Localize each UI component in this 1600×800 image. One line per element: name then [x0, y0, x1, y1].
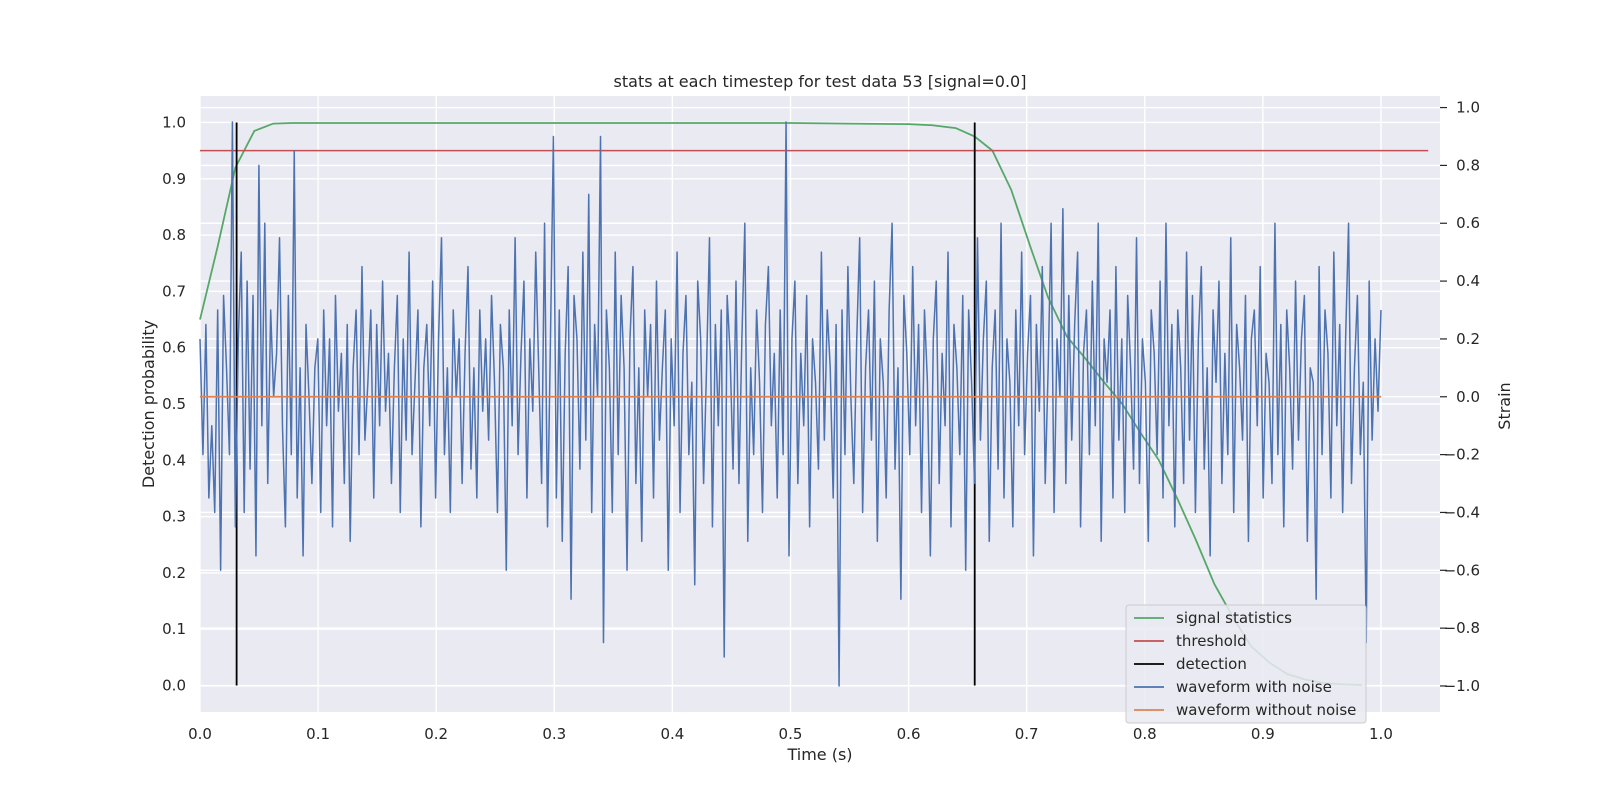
- y2-tick-label: −1.0: [1444, 677, 1480, 695]
- legend-label: waveform without noise: [1176, 701, 1356, 719]
- y-tick-label: 0.0: [162, 677, 186, 695]
- x-tick-label: 0.4: [660, 725, 684, 743]
- y-tick-label: 0.4: [162, 451, 186, 469]
- legend: signal statistics threshold detection wavef…: [1125, 604, 1367, 724]
- legend-label: threshold: [1176, 632, 1247, 650]
- legend-label: detection: [1176, 655, 1247, 673]
- x-tick-label: 0.2: [424, 725, 448, 743]
- y-tick-label: 1.0: [162, 113, 186, 131]
- y2-tick-label: 0.2: [1456, 330, 1480, 348]
- x-tick-label: 0.9: [1251, 725, 1275, 743]
- y2-axis-label: Strain: [1495, 382, 1514, 429]
- y2-tick-label: 0.0: [1456, 388, 1480, 406]
- legend-label: waveform with noise: [1176, 678, 1332, 696]
- x-tick-label: 0.3: [542, 725, 566, 743]
- ticks-layer: 0.0 0.1 0.2 0.3 0.4 0.5 0.6 0.7 0.8 0.9 1.0 0.0 0.1 0…: [162, 99, 1480, 743]
- y-tick-label: 0.6: [162, 339, 186, 357]
- y-tick-label: 0.5: [162, 395, 186, 413]
- y2-tick-label: 1.0: [1456, 99, 1480, 117]
- y2-tick-label: −0.4: [1444, 503, 1480, 521]
- y2-tick-label: 0.4: [1456, 272, 1480, 290]
- x-tick-label: 0.6: [897, 725, 921, 743]
- x-tick-label: 0.7: [1015, 725, 1039, 743]
- legend-label: signal statistics: [1176, 609, 1292, 627]
- y2-tick-label: 0.8: [1456, 156, 1480, 174]
- y-tick-label: 0.8: [162, 226, 186, 244]
- x-axis-label: Time (s): [786, 745, 852, 764]
- x-tick-label: 0.5: [779, 725, 803, 743]
- y2-tick-label: −0.6: [1444, 561, 1480, 579]
- legend-box: [1125, 604, 1367, 724]
- y-tick-label: 0.2: [162, 564, 186, 582]
- y-axis-label: Detection probability: [139, 320, 158, 488]
- x-tick-label: 0.0: [188, 725, 212, 743]
- y-tick-label: 0.9: [162, 170, 186, 188]
- y2-tick-label: −0.2: [1444, 446, 1480, 464]
- y2-tick-label: −0.8: [1444, 619, 1480, 637]
- y-tick-label: 0.3: [162, 508, 186, 526]
- chart-title: stats at each timestep for test data 53 …: [614, 72, 1027, 91]
- waveform-with-noise-line: [199, 121, 1382, 687]
- x-tick-label: 0.8: [1133, 725, 1157, 743]
- y-tick-label: 0.1: [162, 620, 186, 638]
- x-tick-label: 1.0: [1369, 725, 1393, 743]
- x-tick-label: 0.1: [306, 725, 330, 743]
- y-tick-label: 0.7: [162, 282, 186, 300]
- y2-tick-label: 0.6: [1456, 214, 1480, 232]
